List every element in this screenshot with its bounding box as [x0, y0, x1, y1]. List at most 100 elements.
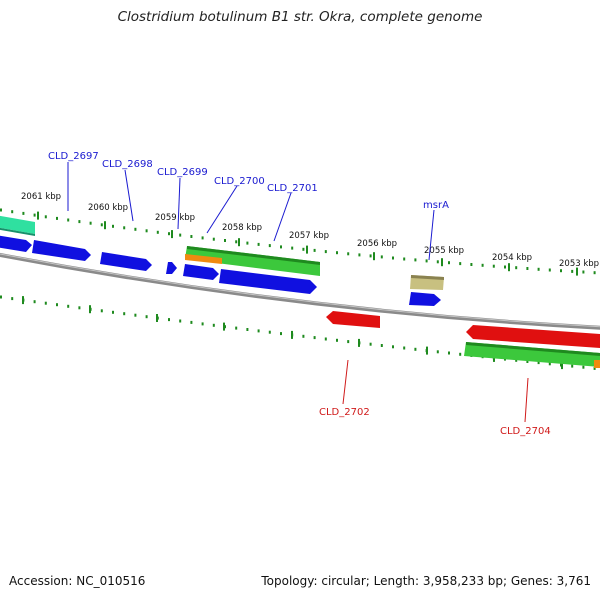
gene-label-forward: msrA	[423, 200, 449, 211]
minor-tick	[481, 263, 484, 267]
genome-backbone-highlight	[0, 253, 600, 328]
minor-tick	[280, 245, 282, 249]
minor-tick	[548, 362, 551, 366]
minor-tick	[560, 269, 562, 273]
minor-tick	[414, 258, 417, 262]
minor-tick	[302, 334, 305, 338]
minor-tick	[89, 221, 92, 225]
minor-tick	[268, 330, 271, 334]
major-tick	[22, 296, 24, 305]
major-tick	[306, 245, 308, 254]
scale-label: 2061 kbp	[21, 192, 61, 202]
minor-tick	[571, 269, 574, 273]
minor-tick	[582, 270, 585, 274]
minor-tick	[67, 304, 70, 308]
cds-forward	[0, 235, 32, 252]
label-leader	[342, 359, 349, 405]
major-tick	[358, 338, 360, 347]
minor-tick	[515, 358, 518, 362]
minor-tick	[403, 257, 406, 261]
minor-tick	[268, 244, 271, 248]
minor-tick	[78, 306, 81, 310]
gene-feature-teal-shade	[0, 227, 35, 236]
minor-tick	[403, 346, 406, 350]
minor-tick	[347, 340, 350, 344]
minor-tick	[548, 268, 551, 272]
label-leader	[524, 377, 529, 423]
minor-tick	[168, 318, 170, 322]
minor-tick	[44, 301, 47, 305]
minor-tick	[11, 297, 14, 301]
label-leader	[273, 192, 292, 242]
scale-label: 2060 kbp	[88, 203, 128, 213]
minor-tick	[134, 227, 137, 231]
scale-label: 2059 kbp	[155, 213, 195, 223]
minor-tick	[459, 262, 462, 266]
scale-label: 2056 kbp	[357, 239, 397, 249]
scale-label: 2054 kbp	[492, 253, 532, 263]
outer-tick-ruler	[0, 208, 596, 276]
minor-tick	[448, 261, 450, 265]
gene-feature-green-shade	[187, 246, 320, 265]
minor-tick	[526, 267, 529, 270]
minor-tick	[123, 312, 126, 316]
minor-tick	[112, 310, 114, 314]
minor-tick	[100, 309, 103, 313]
minor-tick	[235, 240, 238, 244]
minor-tick	[537, 267, 540, 271]
minor-tick	[492, 264, 495, 268]
minor-tick	[201, 322, 204, 326]
cds-forward	[100, 252, 152, 271]
gene-label-forward: CLD_2697	[48, 151, 99, 162]
minor-tick	[156, 230, 159, 234]
minor-tick	[593, 271, 596, 275]
minor-tick	[324, 250, 327, 254]
minor-tick	[179, 233, 182, 237]
minor-tick	[0, 295, 2, 299]
cds-reverse	[466, 325, 600, 348]
major-tick	[561, 361, 563, 370]
cds-forward	[32, 240, 91, 261]
minor-tick	[201, 236, 204, 240]
gene-feature-green-shade	[466, 342, 600, 356]
minor-tick	[33, 300, 36, 304]
label-leader	[124, 169, 134, 222]
label-leader	[428, 209, 435, 261]
gene-label-forward: CLD_2701	[267, 183, 318, 194]
minor-tick	[100, 223, 103, 227]
major-tick	[89, 305, 91, 314]
minor-tick	[168, 232, 170, 236]
minor-tick	[123, 226, 126, 230]
major-tick	[441, 258, 443, 267]
minor-tick	[380, 344, 383, 347]
minor-tick	[537, 361, 540, 365]
gene-label-forward: CLD_2699	[157, 167, 208, 178]
gene-feature-teal	[0, 215, 35, 234]
minor-tick	[112, 224, 114, 228]
minor-tick	[235, 326, 238, 330]
minor-tick	[190, 235, 193, 238]
major-tick	[223, 322, 225, 331]
minor-tick	[336, 251, 338, 255]
minor-tick	[291, 246, 294, 250]
minor-tick	[593, 366, 596, 370]
minor-tick	[56, 303, 58, 307]
major-tick	[426, 346, 428, 355]
minor-tick	[504, 265, 506, 269]
gene-feature-orange	[594, 360, 600, 368]
minor-tick	[358, 253, 361, 257]
minor-tick	[324, 337, 327, 341]
gene-feature-khaki-shade	[411, 275, 444, 280]
major-tick	[291, 330, 293, 339]
minor-tick	[392, 256, 394, 260]
major-tick	[373, 252, 375, 261]
genome-backbone	[0, 252, 600, 330]
cds-forward	[409, 292, 441, 306]
major-tick	[171, 230, 173, 239]
minor-tick	[67, 218, 70, 222]
minor-tick	[134, 313, 137, 317]
minor-tick	[212, 323, 215, 327]
minor-tick	[436, 350, 439, 354]
